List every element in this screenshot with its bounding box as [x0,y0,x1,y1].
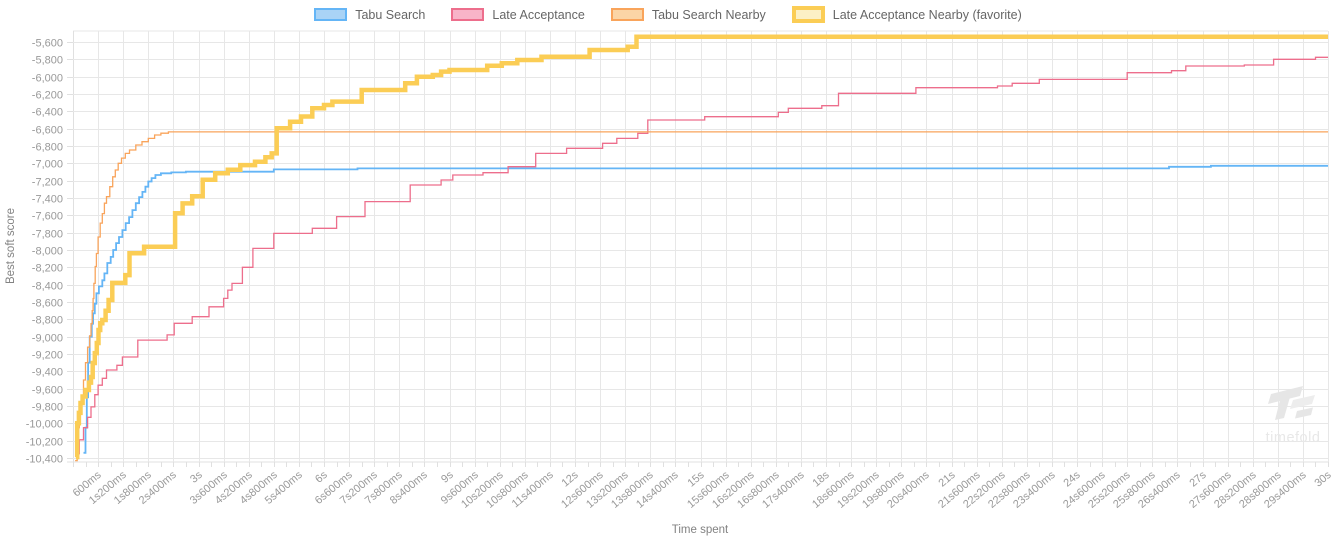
legend-item-late-acceptance[interactable]: Late Acceptance [451,7,585,22]
legend-swatch-tabu-search [314,8,348,21]
y-axis-tick-label: -8,200 [32,263,63,275]
y-axis-tick-label: -6,600 [32,125,63,137]
legend-item-tabu-search-nearby[interactable]: Tabu Search Nearby [610,7,766,22]
series-line-tabu-search [83,164,1328,454]
legend-label: Tabu Search Nearby [651,7,766,22]
y-axis-tick-label: -10,000 [26,419,63,431]
y-axis-tick-label: -7,200 [32,177,63,189]
y-axis-tick-label: -5,800 [32,55,63,67]
legend-item-tabu-search[interactable]: Tabu Search [314,8,425,22]
x-axis-title: Time spent [671,524,729,536]
legend-label: Tabu Search [355,7,426,22]
y-axis-tick-label: -9,800 [32,402,63,414]
y-axis-tick-label: -6,200 [32,90,63,102]
series-line-late-acceptance-nearby-favorite [74,34,1328,460]
y-axis-tick-label: -8,000 [32,246,63,258]
y-axis-tick-label: -7,800 [32,229,63,241]
y-axis-tick-label: -6,000 [32,73,63,85]
y-axis-tick-label: -9,000 [32,333,63,345]
gridlines: -5,600 -5,800 -6,000 -6,200 -6,400 -6,600 -6,8… [26,30,1329,467]
y-axis-tick-label: -9,400 [32,367,63,379]
series-line-late-acceptance [76,56,1328,455]
y-axis-tick-label: -8,600 [32,298,63,310]
y-axis-tick-label: -7,000 [32,159,63,171]
legend-swatch-late-acceptance-nearby-favorite [791,6,825,23]
y-axis-tick-label: -6,400 [32,107,63,119]
plot-area: -5,600 -5,800 -6,000 -6,200 -6,400 -6,600 -6,8… [26,30,1329,467]
chart-legend: Tabu Search Late Acceptance Tabu Search Ne… [0,6,1336,23]
y-axis-tick-label: -9,600 [32,385,63,397]
y-axis-tick-label: -6,800 [32,142,63,154]
y-axis-title: Best soft score [5,207,17,285]
y-axis-tick-label: -8,400 [32,281,63,293]
y-axis-tick-label: -5,600 [32,38,63,50]
legend-label: Late Acceptance Nearby (favorite) [832,7,1022,22]
y-axis-tick-label: -7,400 [32,194,63,206]
y-axis-tick-label: -9,200 [32,350,63,362]
y-axis-tick-label: -10,200 [26,437,63,449]
y-axis-tick-label: -7,600 [32,211,63,223]
legend-item-late-acceptance-nearby-favorite[interactable]: Late Acceptance Nearby (favorite) [791,6,1022,23]
legend-swatch-tabu-search-nearby [610,8,644,21]
y-axis-tick-label: -10,400 [26,454,63,466]
series-lines [74,34,1328,462]
legend-swatch-late-acceptance [451,8,485,21]
legend-label: Late Acceptance [492,7,585,22]
series-line-tabu-search-nearby [75,131,1328,462]
y-axis-tick-label: -8,800 [32,315,63,327]
